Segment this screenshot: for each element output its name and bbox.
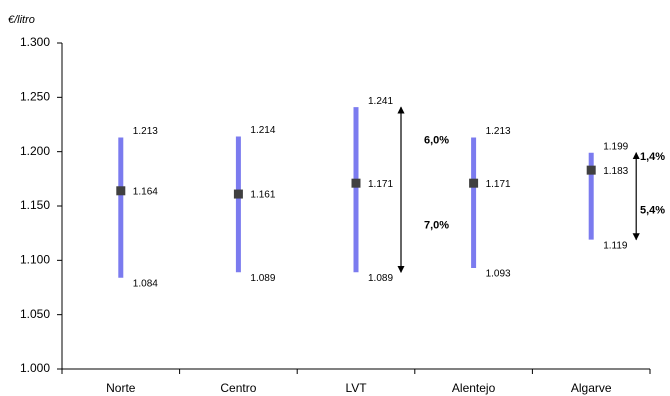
mean-label: 1.171 <box>486 179 511 190</box>
max-label: 1.213 <box>133 126 158 137</box>
max-label: 1.213 <box>486 126 511 137</box>
y-tick-label: 1.250 <box>20 90 50 104</box>
min-label: 1.093 <box>486 269 511 280</box>
y-tick-label: 1.200 <box>20 144 50 158</box>
mean-marker <box>586 165 596 175</box>
x-tick-label: LVT <box>345 381 367 395</box>
x-tick-label: Algarve <box>571 381 612 395</box>
annotation: 6,0% <box>424 135 449 147</box>
annotation: 5,4% <box>640 204 665 216</box>
y-tick-label: 1.100 <box>20 253 50 267</box>
mean-marker <box>469 178 479 188</box>
mean-marker <box>116 186 126 196</box>
annotation: 1,4% <box>640 151 665 163</box>
min-label: 1.089 <box>368 273 393 284</box>
mean-label: 1.161 <box>250 190 275 201</box>
y-axis-label: €/litro <box>8 14 35 26</box>
max-label: 1.214 <box>250 125 275 136</box>
max-label: 1.241 <box>368 96 393 107</box>
annotation: 7,0% <box>424 219 449 231</box>
max-label: 1.199 <box>603 141 628 152</box>
min-label: 1.119 <box>603 240 628 251</box>
mean-label: 1.171 <box>368 179 393 190</box>
mean-label: 1.183 <box>603 166 628 177</box>
min-label: 1.084 <box>133 278 158 289</box>
mean-marker <box>351 178 361 188</box>
x-tick-label: Centro <box>220 381 256 395</box>
y-tick-label: 1.000 <box>20 361 50 375</box>
x-tick-label: Norte <box>106 381 136 395</box>
min-label: 1.089 <box>250 273 275 284</box>
y-tick-label: 1.300 <box>20 35 50 49</box>
y-tick-label: 1.150 <box>20 198 50 212</box>
mean-marker <box>233 189 243 199</box>
x-tick-label: Alentejo <box>452 381 496 395</box>
mean-label: 1.164 <box>133 186 158 197</box>
y-tick-label: 1.050 <box>20 307 50 321</box>
